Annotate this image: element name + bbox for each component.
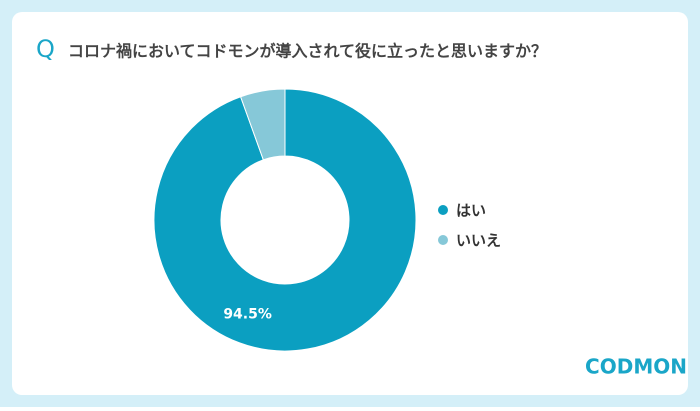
slice xyxy=(239,88,286,161)
chart-title: コロナ禍においてコドモンが導入されて役に立ったと思いますか？ xyxy=(68,42,547,61)
logo: CODMON xyxy=(585,355,687,379)
legend-marker xyxy=(438,235,448,245)
legend-label: いいえ xyxy=(456,232,501,250)
slice xyxy=(153,88,417,352)
legend-marker xyxy=(438,205,448,215)
legend-label: はい xyxy=(456,202,486,220)
question-mark: Q xyxy=(36,35,55,63)
value-label: 94.5% xyxy=(223,306,272,322)
